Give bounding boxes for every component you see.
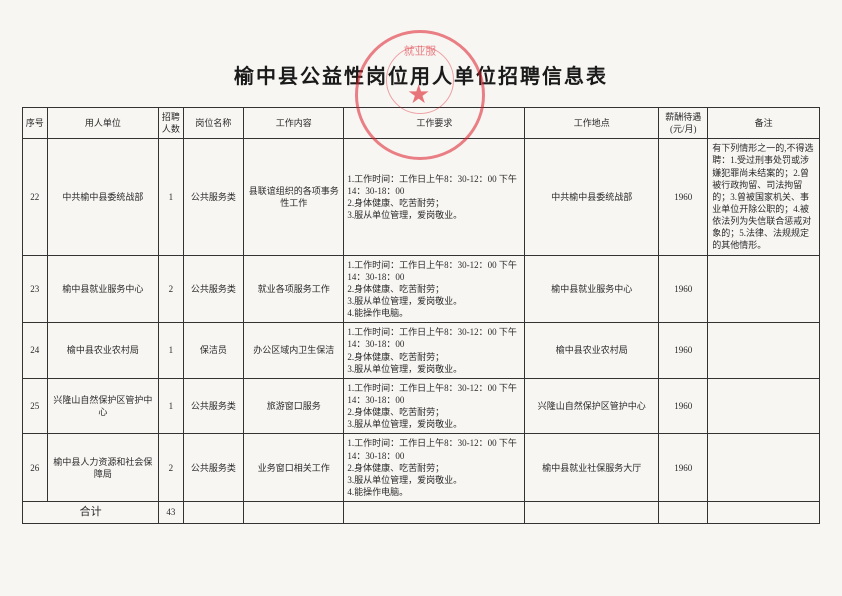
cell-num: 2 [159,434,184,502]
table-row: 22中共榆中县委统战部1公共服务类县联谊组织的各项事务性工作1.工作时间：工作日… [23,139,820,255]
cell-req: 1.工作时间：工作日上午8：30-12：00 下午14：30-18：002.身体… [344,323,525,379]
cell-post: 保洁员 [183,323,243,379]
cell-req: 1.工作时间：工作日上午8：30-12：00 下午14：30-18：002.身体… [344,139,525,255]
header-org: 用人单位 [47,108,159,139]
table-row: 23榆中县就业服务中心2公共服务类就业各项服务工作1.工作时间：工作日上午8：3… [23,255,820,323]
total-empty [344,502,525,524]
cell-seq: 24 [23,323,48,379]
cell-org: 中共榆中县委统战部 [47,139,159,255]
cell-req: 1.工作时间：工作日上午8：30-12：00 下午14：30-18：002.身体… [344,378,525,434]
cell-seq: 23 [23,255,48,323]
cell-salary: 1960 [659,323,708,379]
header-post: 岗位名称 [183,108,243,139]
cell-loc: 榆中县就业服务中心 [525,255,659,323]
cell-content: 业务窗口相关工作 [243,434,343,502]
total-empty [659,502,708,524]
page-title: 榆中县公益性岗位用人单位招聘信息表 [22,60,820,89]
table-row: 24榆中县农业农村局1保洁员办公区域内卫生保洁1.工作时间：工作日上午8：30-… [23,323,820,379]
cell-post: 公共服务类 [183,139,243,255]
cell-salary: 1960 [659,139,708,255]
cell-req: 1.工作时间：工作日上午8：30-12：00 下午14：30-18：002.身体… [344,255,525,323]
cell-note: 有下列情形之一的,不得选聘：1.受过刑事处罚或涉嫌犯罪尚未结案的；2.曾被行政拘… [708,139,820,255]
header-req: 工作要求 [344,108,525,139]
cell-note [708,255,820,323]
table-row: 25兴隆山自然保护区管护中心1公共服务类旅游窗口服务1.工作时间：工作日上午8：… [23,378,820,434]
cell-salary: 1960 [659,255,708,323]
header-loc: 工作地点 [525,108,659,139]
cell-note [708,378,820,434]
cell-org: 榆中县人力资源和社会保障局 [47,434,159,502]
cell-seq: 25 [23,378,48,434]
header-num: 招聘人数 [159,108,184,139]
header-salary: 薪酬待遇(元/月) [659,108,708,139]
cell-content: 县联谊组织的各项事务性工作 [243,139,343,255]
cell-loc: 榆中县就业社保服务大厅 [525,434,659,502]
cell-num: 1 [159,139,184,255]
cell-salary: 1960 [659,378,708,434]
total-empty [243,502,343,524]
total-num: 43 [159,502,184,524]
stamp-text: 就业服 [373,43,467,58]
header-seq: 序号 [23,108,48,139]
recruitment-table: 序号 用人单位 招聘人数 岗位名称 工作内容 工作要求 工作地点 薪酬待遇(元/… [22,107,820,524]
cell-content: 就业各项服务工作 [243,255,343,323]
total-empty [525,502,659,524]
cell-content: 办公区域内卫生保洁 [243,323,343,379]
cell-post: 公共服务类 [183,434,243,502]
cell-content: 旅游窗口服务 [243,378,343,434]
cell-loc: 中共榆中县委统战部 [525,139,659,255]
total-empty [708,502,820,524]
header-note: 备注 [708,108,820,139]
cell-post: 公共服务类 [183,378,243,434]
cell-seq: 22 [23,139,48,255]
table-header-row: 序号 用人单位 招聘人数 岗位名称 工作内容 工作要求 工作地点 薪酬待遇(元/… [23,108,820,139]
cell-num: 1 [159,378,184,434]
cell-org: 兴隆山自然保护区管护中心 [47,378,159,434]
cell-loc: 榆中县农业农村局 [525,323,659,379]
cell-org: 榆中县农业农村局 [47,323,159,379]
cell-req: 1.工作时间：工作日上午8：30-12：00 下午14：30-18：002.身体… [344,434,525,502]
total-label: 合计 [23,502,159,524]
cell-org: 榆中县就业服务中心 [47,255,159,323]
cell-num: 2 [159,255,184,323]
cell-salary: 1960 [659,434,708,502]
table-total-row: 合计43 [23,502,820,524]
cell-note [708,434,820,502]
table-row: 26榆中县人力资源和社会保障局2公共服务类业务窗口相关工作1.工作时间：工作日上… [23,434,820,502]
cell-post: 公共服务类 [183,255,243,323]
cell-note [708,323,820,379]
cell-loc: 兴隆山自然保护区管护中心 [525,378,659,434]
total-empty [183,502,243,524]
header-content: 工作内容 [243,108,343,139]
cell-seq: 26 [23,434,48,502]
cell-num: 1 [159,323,184,379]
